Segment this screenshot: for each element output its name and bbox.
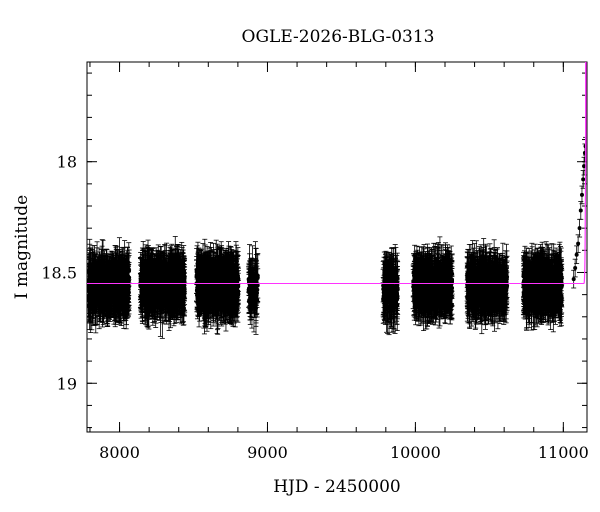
data-point: [124, 304, 129, 309]
data-point: [96, 286, 101, 291]
data-point: [87, 298, 91, 303]
data-point: [102, 273, 107, 278]
major-ticks: [87, 62, 587, 432]
data-points: [87, 136, 587, 339]
data-point: [107, 286, 112, 291]
data-point: [120, 284, 125, 289]
data-point: [124, 279, 129, 284]
data-point: [102, 291, 107, 296]
data-point: [115, 286, 120, 291]
data-point: [87, 303, 92, 308]
plot-frame: [86, 61, 588, 433]
data-point: [111, 284, 116, 289]
data-point: [124, 274, 129, 279]
chart-title: OGLE-2026-BLG-0313: [242, 27, 435, 47]
data-point: [108, 298, 113, 303]
data-point: [95, 277, 100, 282]
data-point: [87, 272, 92, 277]
